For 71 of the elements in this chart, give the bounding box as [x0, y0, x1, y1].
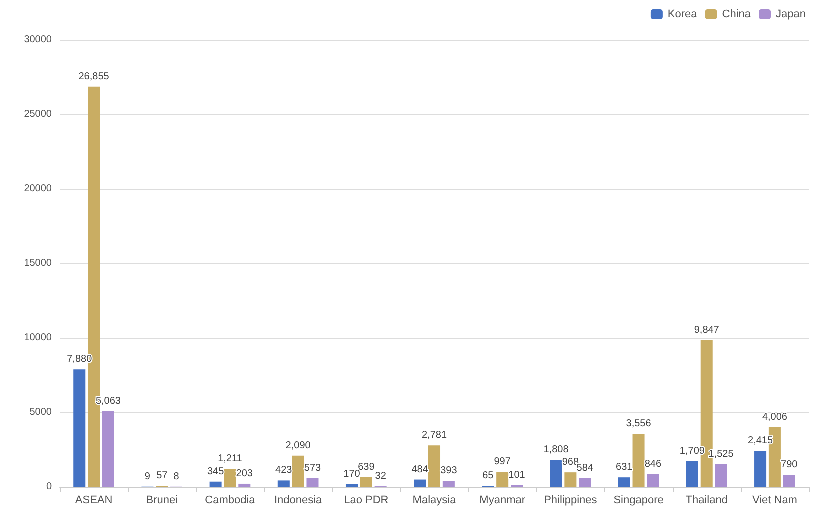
data-label: 101: [508, 470, 526, 481]
data-label: 997: [494, 456, 512, 468]
y-tick-label: 10000: [24, 332, 52, 344]
data-label: 846: [644, 458, 662, 470]
data-label: 631: [616, 462, 634, 474]
bar: [346, 484, 358, 487]
data-label: 26,855: [78, 71, 110, 82]
bar: [224, 468, 236, 487]
x-tick-label: Viet Nam: [752, 494, 798, 506]
x-tick-label: Lao PDR: [344, 494, 389, 506]
bar: [292, 456, 304, 487]
x-tick-label: Thailand: [686, 494, 728, 506]
bar: [414, 480, 426, 487]
bar: [238, 484, 251, 487]
data-label: 584: [576, 462, 594, 474]
bar: [686, 462, 698, 487]
bar: [647, 474, 660, 487]
bar: [564, 472, 577, 487]
data-label: 2,781: [422, 430, 448, 442]
legend-label: Japan: [776, 8, 806, 20]
bar: [754, 451, 767, 487]
bar: [496, 472, 509, 487]
bar: [618, 478, 630, 487]
legend-label: China: [722, 8, 752, 20]
legend-label: Korea: [668, 8, 698, 20]
bar: [360, 477, 372, 487]
data-label: 8: [174, 471, 180, 482]
data-label: 65: [482, 470, 494, 482]
y-tick-label: 20000: [24, 184, 52, 194]
y-tick-label: 30000: [24, 34, 52, 46]
data-label: 3,556: [626, 418, 652, 430]
bar: [442, 481, 455, 487]
data-label: 1,211: [218, 453, 243, 464]
data-label: 4,006: [762, 412, 788, 423]
data-label: 57: [156, 470, 168, 482]
bar: [550, 460, 562, 487]
bar: [278, 480, 290, 487]
bar: [715, 464, 728, 487]
bar: [74, 370, 86, 487]
bar: [428, 446, 441, 487]
data-label: 1,808: [544, 444, 570, 456]
x-tick-label: Brunei: [146, 494, 178, 506]
data-label: 790: [781, 460, 798, 471]
data-label: 573: [304, 462, 322, 474]
x-tick-label: Indonesia: [274, 494, 324, 506]
data-label: 345: [207, 466, 225, 478]
y-tick-label: 0: [46, 482, 52, 492]
data-label: 203: [236, 468, 254, 480]
bar: [632, 434, 645, 487]
x-tick-label: ASEAN: [75, 494, 113, 506]
y-tick-label: 15000: [24, 258, 52, 269]
x-tick-label: Cambodia: [205, 494, 256, 506]
data-label: 32: [375, 471, 387, 482]
data-label: 393: [440, 466, 458, 477]
x-tick-label: Myanmar: [480, 494, 526, 506]
bar: [210, 482, 222, 487]
bar: [102, 412, 114, 487]
data-label: 9: [144, 471, 151, 482]
data-label: 2,090: [286, 440, 312, 452]
y-tick-label: 5000: [30, 407, 52, 418]
data-label: 423: [276, 465, 293, 476]
x-tick-label: Malaysia: [412, 494, 458, 506]
data-label: 170: [344, 468, 361, 480]
bar: [783, 475, 796, 487]
y-tick-label: 25000: [24, 109, 52, 120]
data-label: 484: [412, 464, 429, 476]
bar: [306, 478, 319, 487]
x-tick-label: Singapore: [614, 494, 664, 506]
bar: [579, 478, 592, 487]
x-tick-label: Philippines: [544, 494, 598, 506]
data-label: 9,847: [694, 324, 720, 336]
